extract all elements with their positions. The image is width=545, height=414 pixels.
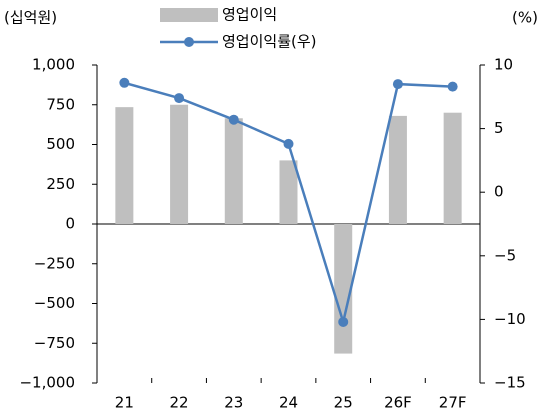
line-marker: [283, 138, 294, 149]
legend-swatch: [160, 8, 218, 22]
y-tick-label: −250: [34, 254, 75, 272]
y2-tick-label: 5: [494, 119, 504, 137]
x-tick-label: 27F: [439, 394, 467, 412]
y-tick-label: −1,000: [19, 374, 75, 392]
y-tick-label: −500: [34, 294, 75, 312]
y2-unit-label: (%): [512, 9, 538, 27]
y-tick-label: 0: [65, 215, 75, 233]
line-marker: [228, 114, 239, 125]
bar: [279, 160, 298, 224]
line-marker: [392, 79, 403, 90]
bar: [224, 118, 243, 224]
bar: [170, 104, 189, 224]
y-tick-label: 1,000: [32, 56, 75, 74]
y2-tick-label: −15: [494, 374, 526, 392]
legend-label: 영업이익률(우): [222, 33, 317, 51]
line-marker: [119, 77, 130, 88]
x-tick-label: 26F: [384, 394, 412, 412]
y-tick-label: 750: [46, 95, 75, 113]
y2-tick-label: −10: [494, 310, 526, 328]
y-tick-label: 500: [46, 135, 75, 153]
x-tick-label: 21: [115, 394, 134, 412]
line-marker: [447, 81, 458, 92]
line-marker: [174, 93, 185, 104]
x-tick-label: 24: [279, 394, 298, 412]
y2-tick-label: −5: [494, 246, 516, 264]
y-tick-label: 250: [46, 175, 75, 193]
bar: [388, 115, 407, 224]
y2-tick-label: 0: [494, 183, 504, 201]
legend-label: 영업이익: [222, 6, 277, 24]
y-unit-label: (십억원): [4, 9, 57, 27]
y-tick-label: −750: [34, 334, 75, 352]
x-tick-label: 22: [170, 394, 189, 412]
legend-swatch: [184, 37, 194, 47]
bar: [443, 112, 462, 224]
y2-tick-label: 10: [494, 56, 513, 74]
bar: [334, 224, 353, 354]
line-marker: [338, 316, 349, 327]
x-tick-label: 25: [334, 394, 353, 412]
x-tick-label: 23: [224, 394, 243, 412]
bar: [115, 107, 134, 224]
